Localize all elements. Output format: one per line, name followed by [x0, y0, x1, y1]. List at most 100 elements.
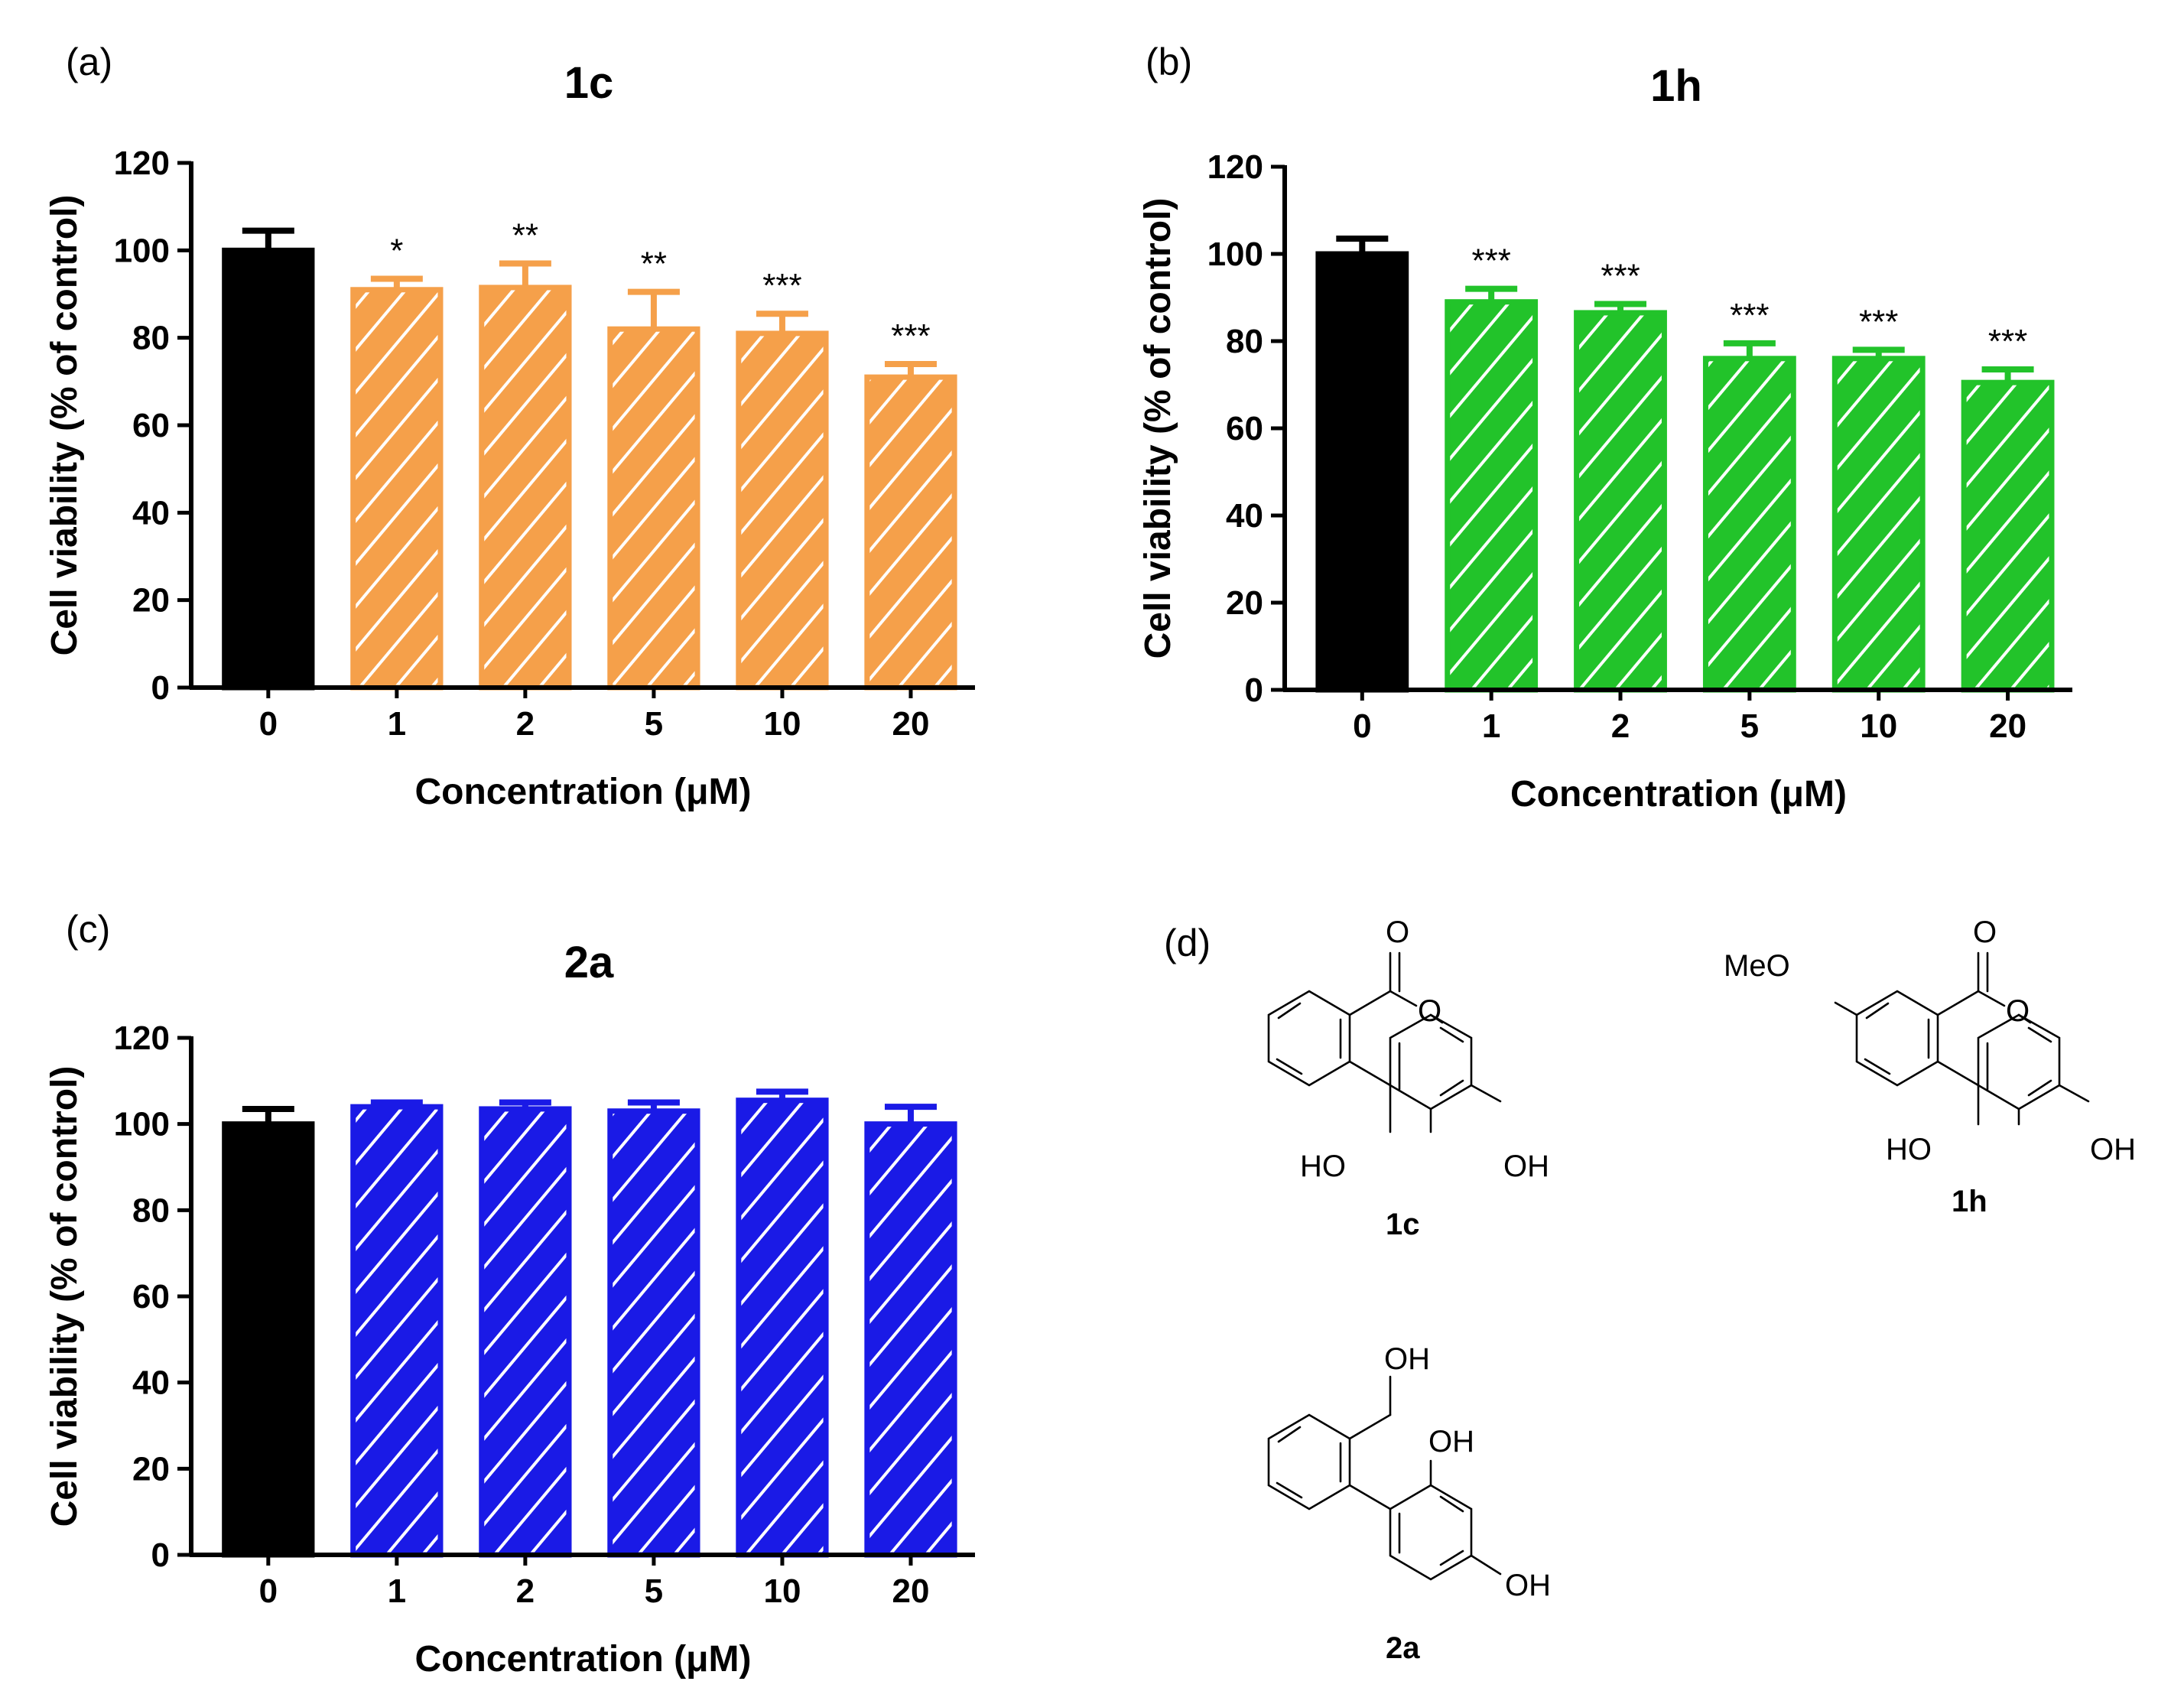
x-tick-label-c-5: 20	[892, 1572, 930, 1610]
structure-1c: O O HO OH 1c	[1267, 915, 1549, 1241]
structure-1h-ring-o: O	[2006, 994, 2030, 1028]
structure-1h: O O MeO HO OH 1h	[1724, 915, 2136, 1218]
y-tick-label-c-6: 120	[114, 1019, 170, 1057]
bar-b-3	[1702, 356, 1796, 693]
significance-label-b-3: ***	[1730, 297, 1769, 334]
structure-1c-ring-o: O	[1418, 994, 1441, 1028]
x-axis-label-c: Concentration (μM)	[415, 1639, 752, 1680]
structure-1h-ho-label: HO	[1886, 1133, 1932, 1166]
y-tick-label-b-5: 100	[1207, 236, 1263, 273]
bar-a-0	[222, 247, 315, 691]
y-tick-label-c-5: 100	[114, 1106, 170, 1143]
bar-c-3	[607, 1108, 700, 1558]
bar-a-3	[607, 326, 700, 691]
x-axis-label-a: Concentration (μM)	[415, 772, 752, 812]
bar-a-5	[864, 374, 957, 691]
chart-panel-b: (b) 1h 0 *** 1 *** 2 *** 5 *** 10 *** 20 0 20 40 60 80 100…	[1138, 41, 2072, 815]
bar-c-4	[736, 1098, 829, 1558]
y-tick-label-b-3: 60	[1226, 410, 1263, 447]
bar-a-4	[736, 330, 829, 691]
significance-label-b-4: ***	[1859, 303, 1898, 340]
structure-1c-oh-label: OH	[1503, 1150, 1549, 1183]
x-tick-label-a-3: 5	[645, 705, 663, 743]
structure-1c-name: 1c	[1386, 1208, 1420, 1241]
y-axis-label-a: Cell viability (% of control)	[44, 195, 85, 656]
x-tick-label-c-3: 5	[645, 1572, 663, 1610]
y-tick-label-c-4: 80	[132, 1192, 170, 1229]
structure-1c-bonds	[1267, 951, 1502, 1133]
y-tick-label-b-6: 120	[1207, 148, 1263, 186]
x-axis-label-b: Concentration (μM)	[1510, 774, 1847, 815]
y-tick-label-b-4: 80	[1226, 323, 1263, 360]
x-tick-label-a-2: 2	[516, 705, 535, 743]
y-tick-label-a-4: 80	[132, 320, 170, 357]
structure-1h-oh-label: OH	[2090, 1133, 2136, 1166]
structure-1h-bonds	[1834, 951, 2090, 1126]
y-axis-label-c: Cell viability (% of control)	[44, 1066, 85, 1527]
bar-a-2	[479, 285, 572, 691]
x-tick-label-b-2: 2	[1611, 707, 1630, 745]
y-tick-label-a-5: 100	[114, 232, 170, 269]
x-tick-label-c-2: 2	[516, 1572, 535, 1610]
bar-c-1	[350, 1104, 444, 1558]
panel-letter-d: (d)	[1164, 922, 1211, 964]
y-tick-label-c-3: 60	[132, 1278, 170, 1315]
x-tick-label-b-0: 0	[1353, 707, 1371, 745]
x-tick-label-b-3: 5	[1740, 707, 1759, 745]
structure-2a-oh-top: OH	[1384, 1342, 1430, 1376]
significance-label-b-2: ***	[1601, 258, 1640, 295]
x-tick-label-a-1: 1	[388, 705, 406, 743]
structure-2a-oh-bottom: OH	[1505, 1569, 1551, 1602]
x-tick-label-a-0: 0	[259, 705, 278, 743]
y-tick-label-a-2: 40	[132, 494, 170, 532]
significance-label-a-2: **	[512, 216, 538, 254]
chart-panel-a: (a) 1c 0 * 1 ** 2 ** 5 *** 10 *** 20 0 20 40 60 80 100 120 C…	[44, 41, 975, 812]
y-axis-label-b: Cell viability (% of control)	[1138, 198, 1178, 659]
y-tick-label-b-1: 20	[1226, 584, 1263, 622]
y-tick-label-b-2: 40	[1226, 497, 1263, 535]
structure-1h-meo-label: MeO	[1724, 949, 1790, 983]
structures-panel: (d) O O	[1164, 915, 2136, 1665]
x-tick-label-b-5: 20	[1989, 707, 2026, 745]
significance-label-a-5: ***	[891, 317, 930, 355]
bar-c-2	[479, 1106, 572, 1558]
bar-b-0	[1315, 251, 1409, 693]
structure-2a-bonds	[1267, 1375, 1502, 1581]
x-tick-label-b-4: 10	[1860, 707, 1897, 745]
panel-letter-c: (c)	[66, 908, 110, 951]
y-tick-label-a-1: 20	[132, 582, 170, 619]
y-tick-label-a-6: 120	[114, 145, 170, 182]
significance-label-b-5: ***	[1988, 323, 2027, 360]
structure-1c-ho-label: HO	[1300, 1150, 1346, 1183]
y-tick-label-c-1: 20	[132, 1450, 170, 1488]
structure-1h-carbonyl-o: O	[1973, 915, 1997, 949]
bar-a-1	[350, 287, 444, 691]
significance-label-a-1: *	[390, 232, 403, 269]
y-tick-label-c-2: 40	[132, 1364, 170, 1402]
x-tick-label-c-4: 10	[763, 1572, 801, 1610]
chart-title-a: 1c	[564, 58, 614, 108]
panel-letter-b: (b)	[1146, 41, 1192, 83]
significance-label-a-4: ***	[762, 267, 801, 304]
x-tick-label-b-1: 1	[1482, 707, 1500, 745]
bar-b-1	[1445, 299, 1539, 693]
x-tick-label-a-5: 20	[892, 705, 930, 743]
structure-2a: OH OH OH 2a	[1267, 1342, 1551, 1665]
chart-panel-c: (c) 2a 0 1 2 5 10 20 0 20 40 60 80 100 120 Concentratio…	[44, 908, 975, 1680]
significance-label-b-1: ***	[1471, 242, 1510, 280]
structure-1c-carbonyl-o: O	[1386, 915, 1409, 949]
bar-b-5	[1961, 379, 2055, 693]
bar-b-4	[1831, 356, 1926, 693]
structure-1h-name: 1h	[1952, 1185, 1987, 1218]
structure-2a-name: 2a	[1386, 1631, 1420, 1665]
x-tick-label-c-1: 1	[388, 1572, 406, 1610]
x-tick-label-c-0: 0	[259, 1572, 278, 1610]
y-tick-label-a-0: 0	[151, 669, 170, 707]
x-tick-label-a-4: 10	[763, 705, 801, 743]
y-tick-label-c-0: 0	[151, 1537, 170, 1574]
bar-b-2	[1574, 310, 1667, 693]
y-tick-label-a-3: 60	[132, 407, 170, 444]
panel-letter-a: (a)	[66, 41, 112, 83]
chart-title-b: 1h	[1650, 61, 1702, 111]
